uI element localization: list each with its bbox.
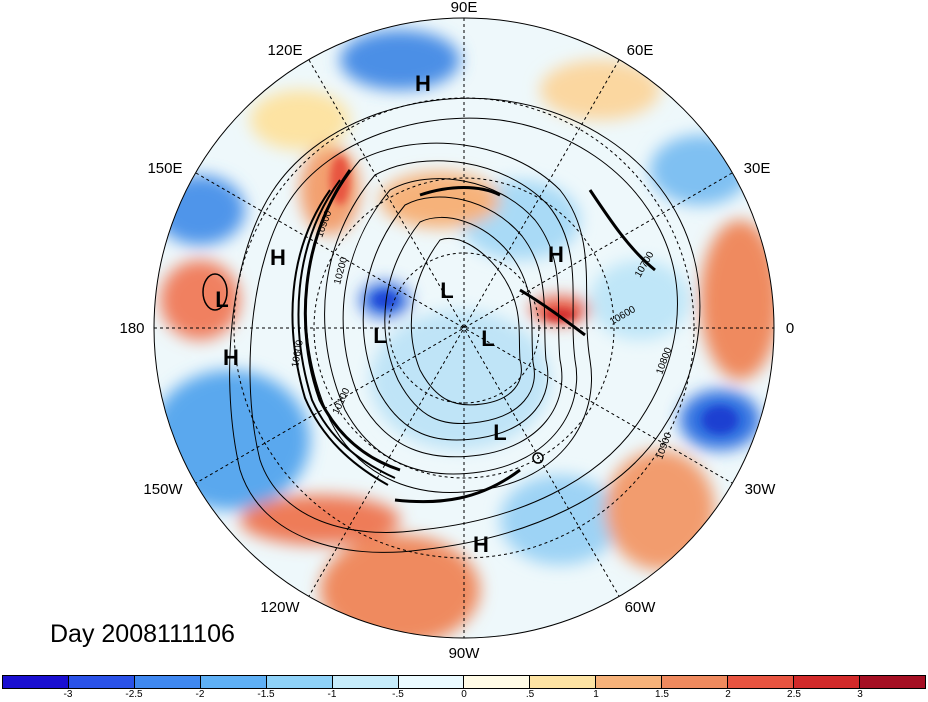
colorbar-swatch [728, 676, 795, 688]
lon-label-150w: 150W [143, 481, 183, 498]
map-boundary [153, 17, 775, 639]
longitude-labels: 90E 60E 30E 0 30W 60W 90W 120W 150W 180 … [119, 0, 794, 662]
colorbar [2, 675, 926, 689]
colorbar-tick-label: .5 [525, 689, 535, 700]
colorbar-tick-label: -3 [63, 689, 73, 700]
colorbar-labels: -3 -2.5 -2 -1.5 -1 -.5 0 .5 1 1.5 2 2.5 3 [2, 689, 926, 702]
colorbar-tick-label: -.5 [392, 689, 404, 700]
colorbar-tick-label: -2 [195, 689, 205, 700]
colorbar-swatch [859, 676, 925, 688]
lon-label-90w: 90W [449, 645, 481, 662]
lon-label-150e: 150E [147, 160, 182, 177]
pressure-center-low: L [493, 420, 506, 445]
lon-label-30e: 30E [744, 160, 771, 177]
colorbar-swatch [134, 676, 201, 688]
pressure-center-high: H [270, 245, 286, 270]
map-title: Day 2008111106 [50, 620, 235, 648]
lon-label-30w: 30W [745, 481, 777, 498]
colorbar-swatch [3, 676, 69, 688]
colorbar-tick-label: -1.5 [257, 689, 275, 700]
colorbar-swatch [398, 676, 465, 688]
pressure-center-high: H [415, 71, 431, 96]
polar-map: 90E 60E 30E 0 30W 60W 90W 120W 150W 180 … [119, 0, 794, 662]
pressure-center-high: H [473, 532, 489, 557]
pressure-centers: H H L H L L L H L H [215, 71, 564, 557]
colorbar-tick-label: -1 [327, 689, 337, 700]
height-contours [202, 97, 701, 553]
colorbar-swatch [530, 676, 597, 688]
lon-label-60e: 60E [627, 42, 654, 59]
contour-label: 10600 [290, 339, 306, 369]
colorbar-swatch [332, 676, 399, 688]
lon-label-120e: 120E [267, 42, 302, 59]
colorbar-tick-label: 1 [593, 689, 599, 700]
lon-label-0: 0 [786, 320, 794, 337]
pressure-center-low: L [440, 278, 453, 303]
colorbar-tick-label: 2.5 [787, 689, 801, 700]
pressure-center-low: L [481, 326, 494, 351]
lon-label-120w: 120W [260, 599, 300, 616]
pressure-center-high: H [548, 242, 564, 267]
lon-label-60w: 60W [625, 599, 657, 616]
pressure-center-high: H [223, 345, 239, 370]
lon-label-90e: 90E [451, 0, 478, 16]
colorbar-swatch [794, 676, 860, 688]
colorbar-swatch [662, 676, 729, 688]
colorbar-tick-label: 1.5 [655, 689, 669, 700]
graticule [154, 18, 774, 638]
colorbar-tick-label: 2 [725, 689, 731, 700]
colorbar-swatch [596, 676, 663, 688]
colorbar-swatch [200, 676, 267, 688]
colorbar-tick-label: -2.5 [125, 689, 143, 700]
anomaly-field [154, 18, 774, 638]
pressure-center-low: L [215, 287, 228, 312]
colorbar-swatch [68, 676, 135, 688]
colorbar-tick-label: 0 [461, 689, 467, 700]
colorbar-swatch [464, 676, 531, 688]
pressure-center-low: L [373, 323, 386, 348]
lon-label-180: 180 [119, 320, 144, 337]
colorbar-tick-label: 3 [857, 689, 863, 700]
colorbar-swatch [266, 676, 333, 688]
